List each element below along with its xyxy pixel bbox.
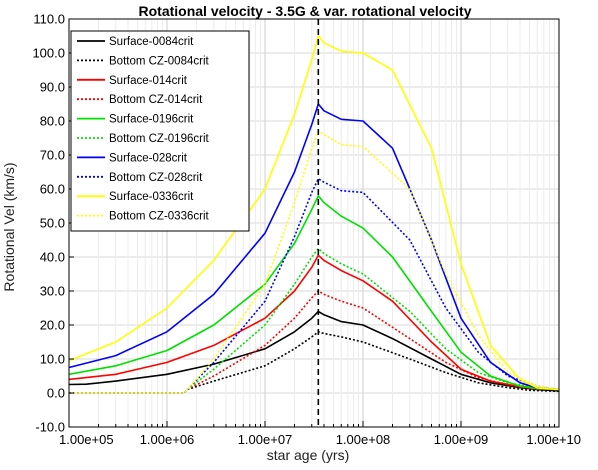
y-tick-label: 40.0 bbox=[40, 250, 65, 265]
legend-entry: Bottom CZ-0196crit bbox=[109, 133, 210, 145]
legend-box bbox=[70, 30, 250, 232]
x-axis-label: star age (yrs) bbox=[267, 447, 349, 463]
legend-entry: Bottom CZ-028crit bbox=[109, 172, 203, 184]
series-line-surface-0336crit bbox=[68, 35, 560, 391]
series-line-surface-0084crit bbox=[68, 310, 560, 392]
legend-entry: Surface-0336crit bbox=[109, 191, 194, 203]
legend-entry: Surface-028crit bbox=[109, 152, 188, 164]
series-lines bbox=[68, 35, 560, 394]
y-tick-label: 90.0 bbox=[40, 80, 65, 95]
x-tick-label: 1.00e+07 bbox=[238, 432, 293, 447]
legend-entry: Bottom CZ-0336crit bbox=[109, 211, 210, 223]
series-line-bottom-cz-0196crit bbox=[69, 247, 560, 394]
y-tick-label: 110.0 bbox=[33, 12, 65, 27]
y-tick-label: 60.0 bbox=[40, 182, 65, 197]
y-tick-label: -10.0 bbox=[35, 420, 65, 435]
y-tick-label: 30.0 bbox=[40, 284, 65, 299]
x-tick-label: 1.00e+06 bbox=[140, 432, 195, 447]
series-line-surface-0196crit bbox=[68, 195, 560, 391]
y-tick-label: 70.0 bbox=[40, 148, 65, 163]
series-line-surface-014crit bbox=[68, 254, 560, 391]
legend-entry: Bottom CZ-014crit bbox=[109, 94, 203, 106]
y-tick-label: 80.0 bbox=[40, 114, 65, 129]
series-line-bottom-cz-028crit bbox=[69, 178, 560, 394]
y-axis-label: Rotational Vel (km/s) bbox=[1, 162, 17, 291]
x-tick-label: 1.00e+05 bbox=[59, 432, 114, 447]
legend-entry: Surface-0084crit bbox=[109, 36, 194, 48]
axis-ticks: -10.0 0.0 10.0 20.0 30.0 40.0 50.0 60.0 70.0 80.0… bbox=[32, 12, 581, 448]
x-tick-label: 1.00e+09 bbox=[434, 432, 489, 447]
y-tick-label: 0.0 bbox=[47, 386, 65, 401]
legend-entry: Bottom CZ-0084crit bbox=[109, 55, 210, 67]
y-tick-label: 20.0 bbox=[40, 318, 65, 333]
series-line-bottom-cz-0084crit bbox=[69, 330, 560, 394]
y-tick-label: 10.0 bbox=[40, 352, 65, 367]
legend-entry: Surface-014crit bbox=[109, 75, 188, 87]
series-line-surface-028crit bbox=[68, 103, 560, 391]
x-tick-label: 1.00e+08 bbox=[336, 432, 391, 447]
chart-title: Rotational velocity - 3.5G & var. rotati… bbox=[139, 3, 472, 19]
series-line-bottom-cz-014crit bbox=[69, 290, 560, 394]
y-tick-label: 100.0 bbox=[32, 46, 65, 61]
legend: Surface-0084crit Bottom CZ-0084crit Surfac… bbox=[70, 30, 250, 232]
y-tick-label: 50.0 bbox=[40, 216, 65, 231]
x-tick-label: 1.00e+10 bbox=[526, 432, 581, 447]
legend-entry: Surface-0196crit bbox=[109, 114, 194, 126]
